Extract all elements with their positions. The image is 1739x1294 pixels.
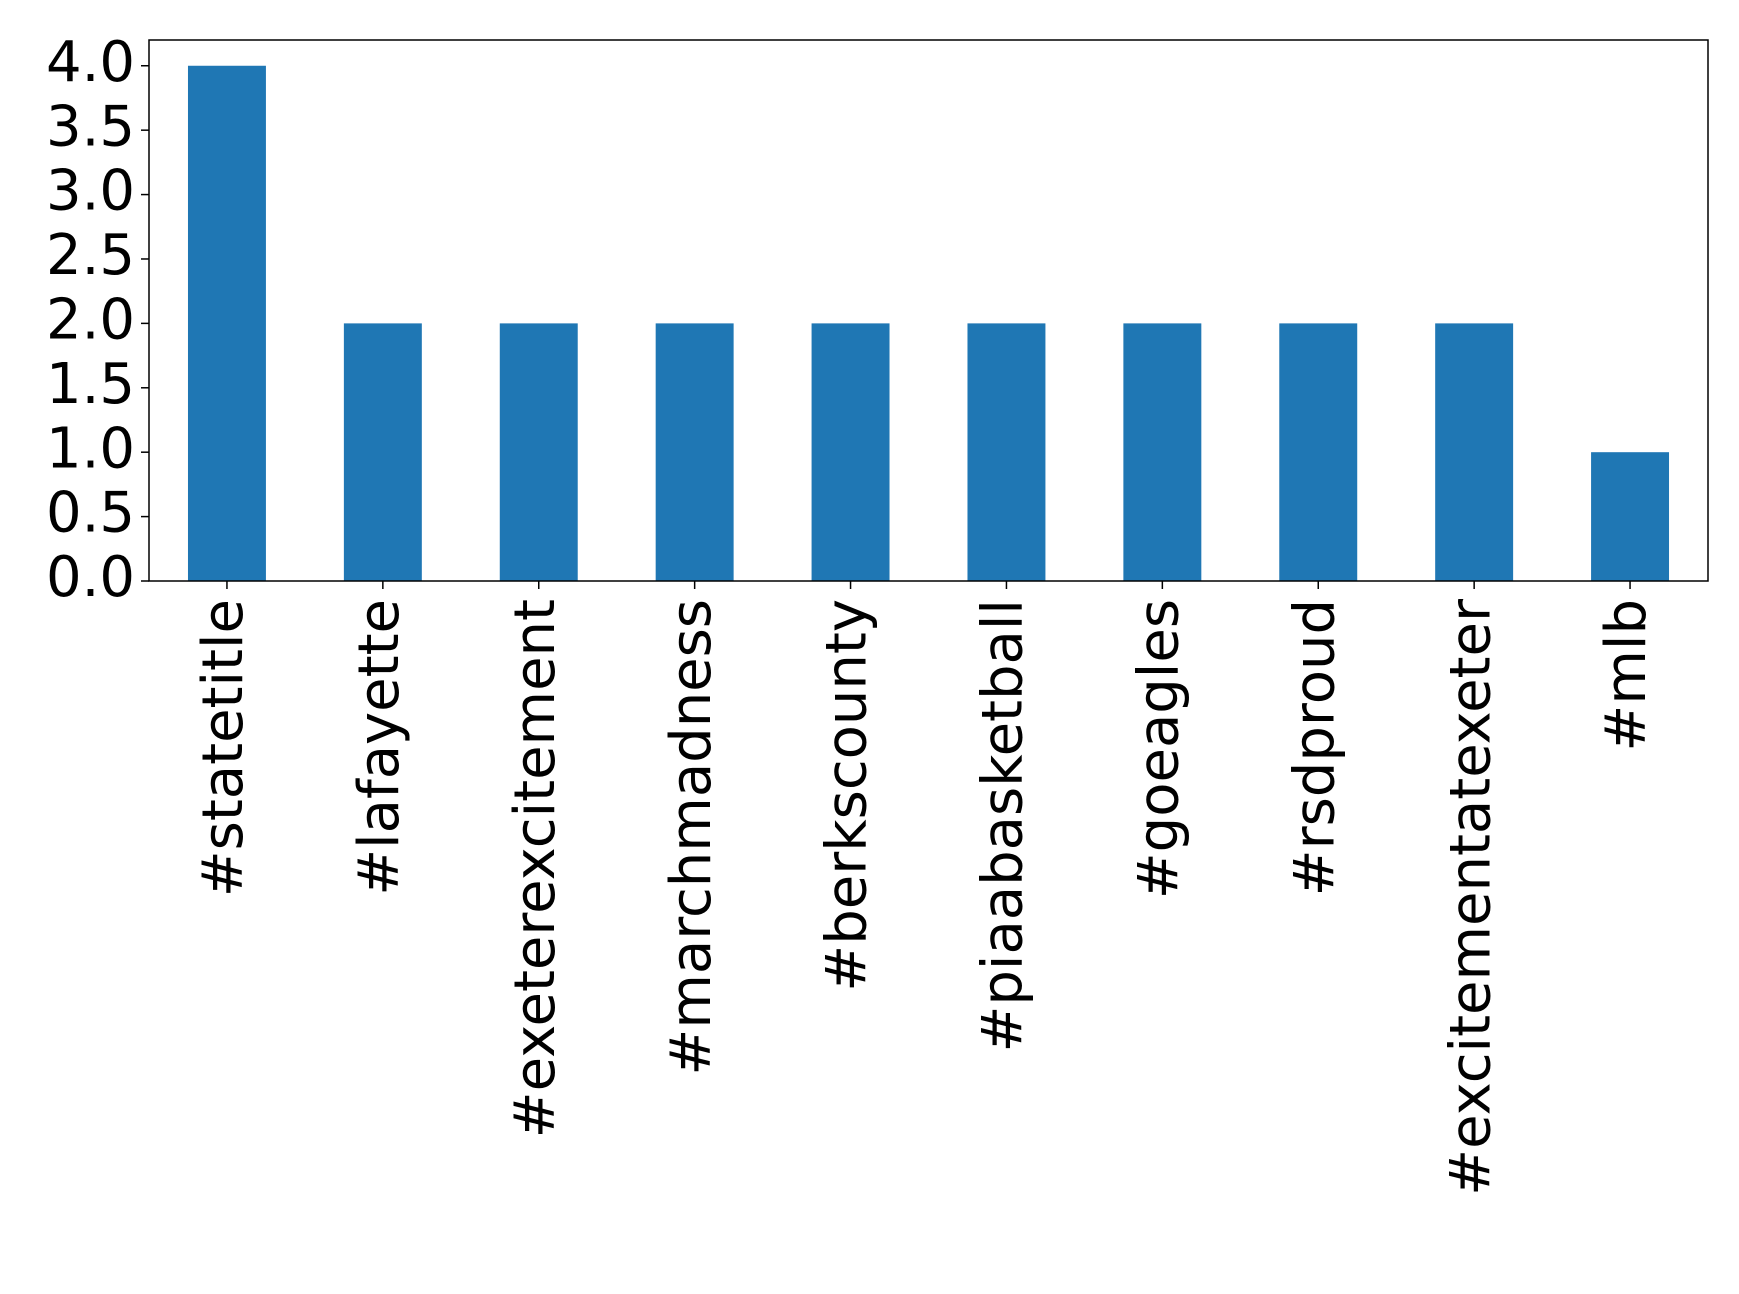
y-tick-label: 3.5	[46, 94, 135, 159]
bar	[343, 323, 422, 581]
bar	[1279, 323, 1358, 581]
x-tick-label: #mlb	[1594, 599, 1659, 752]
y-tick-label: 4.0	[46, 30, 135, 95]
bar	[811, 323, 890, 581]
y-tick-label: 2.0	[46, 288, 135, 353]
bar	[655, 323, 734, 581]
y-tick-label: 0.0	[46, 545, 135, 610]
bar	[1591, 452, 1670, 581]
y-tick-label: 0.5	[46, 481, 135, 546]
x-tick-label: #goeagles	[1126, 599, 1191, 899]
x-tick-label: #lafayette	[347, 599, 412, 896]
x-tick-label: #berkscounty	[815, 599, 880, 992]
x-tick-label: #exeterexcitement	[503, 599, 568, 1138]
y-tick-label: 2.5	[46, 223, 135, 288]
bar	[499, 323, 578, 581]
x-tick-label: #piaabasketball	[971, 599, 1036, 1053]
bar	[1435, 323, 1514, 581]
x-tick-label: #marchmadness	[659, 599, 724, 1076]
bar	[1123, 323, 1202, 581]
x-tick-label: #rsdproud	[1282, 599, 1347, 896]
bar	[967, 323, 1046, 581]
x-tick-label: #excitementatexeter	[1438, 598, 1503, 1196]
plot-frame	[148, 39, 1709, 582]
y-tick-label: 3.0	[46, 159, 135, 224]
y-tick-label: 1.0	[46, 416, 135, 481]
x-tick-label: #statetitle	[191, 599, 256, 897]
bar	[187, 65, 266, 581]
y-tick-label: 1.5	[46, 352, 135, 417]
